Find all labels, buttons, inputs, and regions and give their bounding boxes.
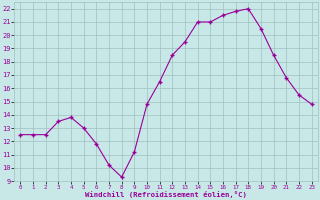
X-axis label: Windchill (Refroidissement éolien,°C): Windchill (Refroidissement éolien,°C) [85, 191, 247, 198]
